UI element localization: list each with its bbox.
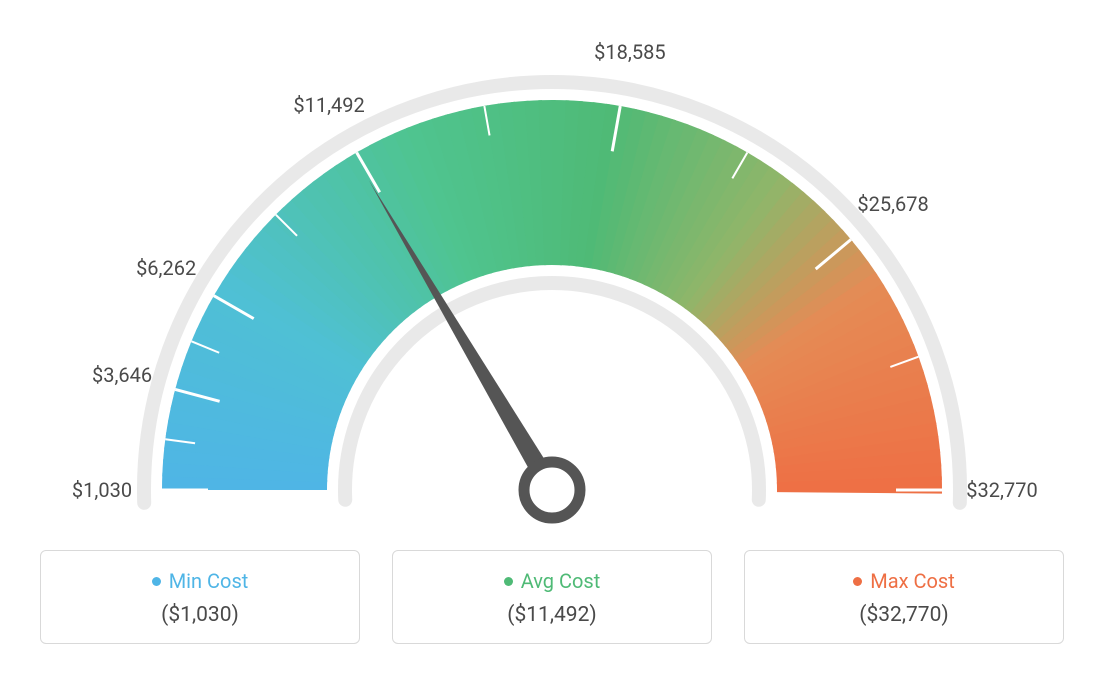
gauge-area: $1,030 $3,646 $6,262 $11,492 $18,585 $25,678 $…: [40, 30, 1064, 530]
legend-label: Avg Cost: [521, 569, 601, 593]
gauge-tick-label: $6,262: [136, 256, 196, 280]
legend-title-max: Max Cost: [853, 569, 955, 593]
legend-card-avg: Avg Cost ($11,492): [392, 550, 712, 644]
dot-icon: [152, 577, 161, 586]
legend-value: ($1,030): [51, 603, 349, 627]
gauge-tick-label: $11,492: [293, 93, 364, 117]
gauge-tick-label: $32,770: [966, 478, 1037, 502]
gauge-tick-label: $3,646: [92, 363, 152, 387]
legend-value: ($32,770): [755, 603, 1053, 627]
cost-gauge-chart: $1,030 $3,646 $6,262 $11,492 $18,585 $25,678 $…: [40, 30, 1064, 644]
legend-title-avg: Avg Cost: [504, 569, 601, 593]
gauge-tick-label: $25,678: [857, 192, 928, 216]
dot-icon: [504, 577, 513, 586]
legend-card-min: Min Cost ($1,030): [40, 550, 360, 644]
dot-icon: [853, 577, 862, 586]
legend-card-max: Max Cost ($32,770): [744, 550, 1064, 644]
legend-value: ($11,492): [403, 603, 701, 627]
legend-title-min: Min Cost: [152, 569, 249, 593]
gauge-tick-label: $1,030: [72, 478, 132, 502]
gauge-tick-label: $18,585: [594, 40, 665, 64]
legend-label: Max Cost: [870, 569, 955, 593]
legend-label: Min Cost: [169, 569, 249, 593]
legend-row: Min Cost ($1,030) Avg Cost ($11,492) Max…: [40, 550, 1064, 644]
